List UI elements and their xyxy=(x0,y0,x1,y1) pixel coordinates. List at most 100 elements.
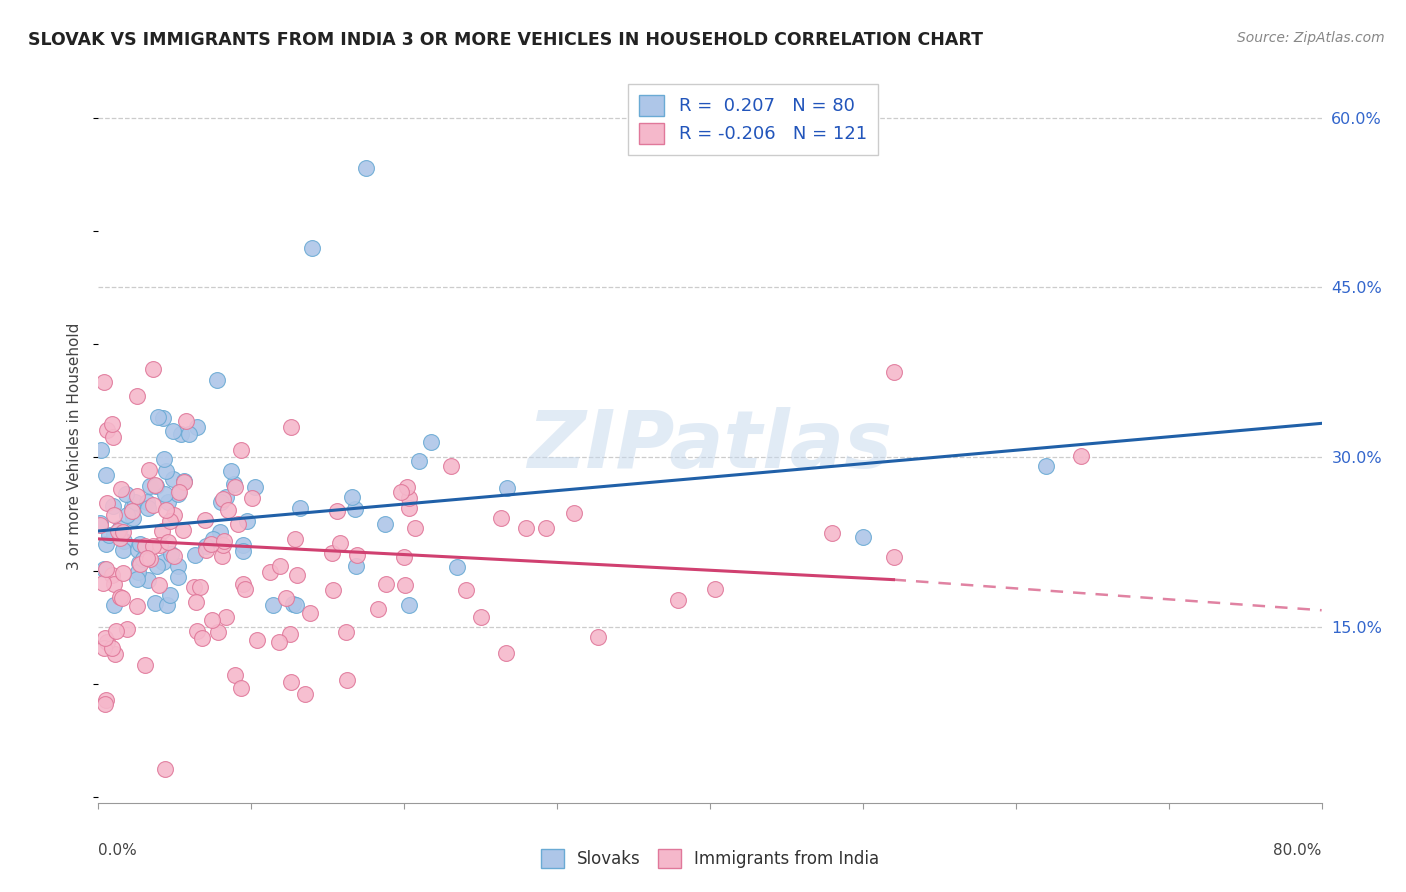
Point xyxy=(883,549,905,564)
Point xyxy=(125,572,148,586)
Point xyxy=(138,552,160,566)
Point xyxy=(96,496,118,510)
Point xyxy=(211,549,233,563)
Point xyxy=(169,484,191,499)
Point xyxy=(201,613,224,627)
Point xyxy=(301,241,323,255)
Point xyxy=(398,500,420,515)
Point xyxy=(404,521,426,535)
Point xyxy=(93,641,115,656)
Point xyxy=(96,536,118,550)
Point xyxy=(166,558,188,573)
Point xyxy=(103,576,125,591)
Point xyxy=(139,478,162,492)
Point xyxy=(217,503,239,517)
Point xyxy=(195,539,218,553)
Point xyxy=(96,423,118,437)
Point xyxy=(115,622,138,636)
Point xyxy=(173,475,195,490)
Point xyxy=(138,463,160,477)
Point xyxy=(157,535,180,549)
Point xyxy=(156,598,179,612)
Point xyxy=(246,632,269,647)
Point xyxy=(134,549,156,563)
Point xyxy=(215,610,238,624)
Point xyxy=(163,508,186,522)
Point xyxy=(562,507,585,521)
Point xyxy=(336,673,359,687)
Point xyxy=(394,550,416,565)
Point xyxy=(183,548,205,562)
Point xyxy=(104,624,127,639)
Point xyxy=(299,607,322,621)
Point xyxy=(190,580,212,594)
Point xyxy=(145,596,167,610)
Point xyxy=(212,533,235,548)
Point xyxy=(94,562,117,576)
Point xyxy=(321,546,343,560)
Point xyxy=(170,427,193,442)
Point xyxy=(284,532,307,546)
Point xyxy=(269,559,291,574)
Point xyxy=(262,598,284,612)
Point xyxy=(112,533,135,548)
Point xyxy=(94,467,117,482)
Point xyxy=(195,542,218,557)
Point xyxy=(340,490,363,504)
Point xyxy=(90,442,112,457)
Point xyxy=(329,536,352,550)
Point xyxy=(335,625,357,640)
Point xyxy=(205,373,228,387)
Point xyxy=(389,484,412,499)
Point xyxy=(159,588,181,602)
Point xyxy=(93,562,115,576)
Point xyxy=(148,578,170,592)
Point xyxy=(103,527,125,541)
Point xyxy=(236,514,259,528)
Point xyxy=(145,479,167,493)
Point xyxy=(94,693,117,707)
Point xyxy=(167,486,190,500)
Point xyxy=(446,559,468,574)
Point xyxy=(103,598,125,612)
Point xyxy=(235,582,257,596)
Point xyxy=(344,558,367,573)
Point xyxy=(142,498,165,512)
Point xyxy=(322,582,344,597)
Point xyxy=(209,495,232,509)
Point xyxy=(232,544,254,558)
Point xyxy=(104,647,127,661)
Point xyxy=(156,494,179,508)
Point xyxy=(821,525,844,540)
Point xyxy=(111,524,134,539)
Point xyxy=(269,635,291,649)
Point xyxy=(112,566,135,581)
Point xyxy=(259,566,281,580)
Point xyxy=(136,500,159,515)
Point xyxy=(93,575,115,590)
Point xyxy=(172,523,194,537)
Point xyxy=(93,375,115,389)
Point xyxy=(115,508,138,523)
Point xyxy=(100,417,122,431)
Point xyxy=(127,565,149,579)
Point xyxy=(107,524,129,539)
Point xyxy=(226,517,249,532)
Point xyxy=(489,511,512,525)
Text: Source: ZipAtlas.com: Source: ZipAtlas.com xyxy=(1237,31,1385,45)
Point xyxy=(367,601,389,615)
Point xyxy=(439,459,461,474)
Point xyxy=(207,624,229,639)
Point xyxy=(152,411,174,425)
Point xyxy=(174,414,197,428)
Point xyxy=(153,487,176,501)
Point xyxy=(191,631,214,645)
Point xyxy=(326,504,349,518)
Point xyxy=(159,515,181,529)
Point xyxy=(143,478,166,492)
Point xyxy=(294,687,316,701)
Point xyxy=(186,624,208,639)
Point xyxy=(122,511,145,525)
Point xyxy=(231,442,253,457)
Point xyxy=(97,528,120,542)
